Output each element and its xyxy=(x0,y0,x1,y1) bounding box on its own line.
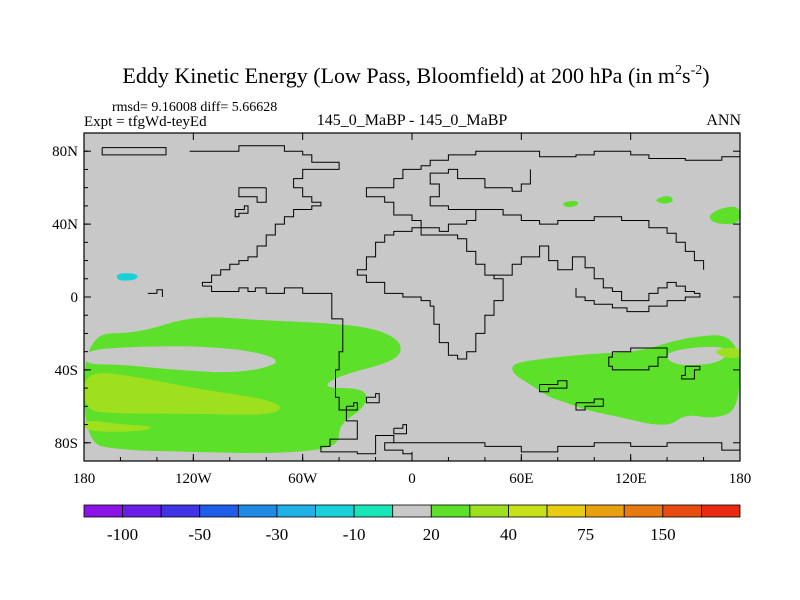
colorbar-box xyxy=(662,504,702,518)
colorbar-box xyxy=(160,504,201,518)
coastline-9 xyxy=(375,150,740,189)
coastline-14 xyxy=(608,347,668,371)
colorbar-label: -30 xyxy=(266,525,289,544)
colorbar-label: -50 xyxy=(188,525,211,544)
colorbar-label: -10 xyxy=(343,525,366,544)
coastline-3 xyxy=(234,205,249,218)
coastline-0 xyxy=(101,147,167,156)
y-tick-label: 0 xyxy=(71,290,79,306)
colorbar-label: 20 xyxy=(423,525,440,544)
axes: 180 120W 60W 0 60E 120E 180 80N 40N 0 40S 80S xyxy=(52,132,752,487)
colorbar-box xyxy=(546,504,587,518)
colorbar-box xyxy=(469,504,509,518)
coastline-13 xyxy=(475,209,705,270)
region-sub-antarctic-band xyxy=(84,420,151,432)
expt-label: Expt = tfgWd-teyEd xyxy=(84,114,207,130)
filled-regions xyxy=(84,196,740,454)
region-nh-patch-1 xyxy=(563,201,579,208)
x-tick-label: 180 xyxy=(729,471,752,487)
x-tick-label: 180 xyxy=(73,471,96,487)
chart-title: Eddy Kinetic Energy (Low Pass, Bloomfiel… xyxy=(122,63,709,88)
x-tick-label: 120W xyxy=(175,471,213,487)
coastline-4 xyxy=(147,289,163,297)
y-tick-label: 40S xyxy=(55,363,78,379)
colorbar-box xyxy=(199,504,239,518)
region-nh-patch-3 xyxy=(709,206,740,225)
colorbar-label: 40 xyxy=(500,525,517,544)
x-tick-label: 120E xyxy=(615,471,647,487)
colorbar: -100 -50 -30 -10 20 40 75 150 xyxy=(83,504,741,544)
coastline-8 xyxy=(393,424,407,435)
coastline-18 xyxy=(575,398,604,411)
region-east-core xyxy=(716,347,740,359)
colorbar-box xyxy=(83,504,123,518)
season-label: ANN xyxy=(706,112,741,129)
coastline-10 xyxy=(365,168,531,232)
region-pacific-core xyxy=(84,372,280,415)
coastline-6 xyxy=(345,402,358,411)
coastline-17 xyxy=(539,380,568,393)
y-tick-label: 40N xyxy=(52,217,78,233)
region-tropical-cyan xyxy=(116,273,138,281)
colorbar-label: 75 xyxy=(577,525,594,544)
coastline-15 xyxy=(681,365,701,380)
stats-label: rmsd= 9.16008 diff= 5.66628 xyxy=(112,100,277,115)
coastline-1 xyxy=(189,145,340,287)
x-tick-label: 60E xyxy=(509,471,533,487)
colorbar-label: 150 xyxy=(650,525,676,544)
region-nh-patch-2 xyxy=(656,196,673,204)
y-tick-label: 80S xyxy=(55,436,78,452)
region-pacific-gap xyxy=(84,346,276,373)
coastline-7 xyxy=(365,393,380,404)
colorbar-box xyxy=(508,504,548,518)
region-east-gap xyxy=(667,346,728,366)
colorbar-box xyxy=(122,504,162,518)
x-tick-label: 60W xyxy=(288,471,318,487)
coastlines xyxy=(101,145,740,455)
coastline-11 xyxy=(356,227,504,360)
y-tick-label: 80N xyxy=(52,144,78,160)
colorbar-box xyxy=(430,504,471,518)
colorbar-box xyxy=(353,504,394,518)
colorbar-box xyxy=(276,504,316,518)
coastline-5 xyxy=(202,285,413,455)
colorbar-box xyxy=(623,504,664,518)
center-label: 145_0_MaBP - 145_0_MaBP xyxy=(317,112,508,129)
x-tick-label: 0 xyxy=(408,471,416,487)
colorbar-label: -100 xyxy=(107,525,138,544)
colorbar-box xyxy=(701,504,741,518)
coastline-2 xyxy=(238,187,267,203)
coastline-16 xyxy=(393,442,740,453)
colorbar-box xyxy=(392,504,432,518)
coastline-12 xyxy=(494,245,701,313)
colorbar-box xyxy=(237,504,278,518)
colorbar-box xyxy=(585,504,625,518)
colorbar-box xyxy=(315,504,355,518)
